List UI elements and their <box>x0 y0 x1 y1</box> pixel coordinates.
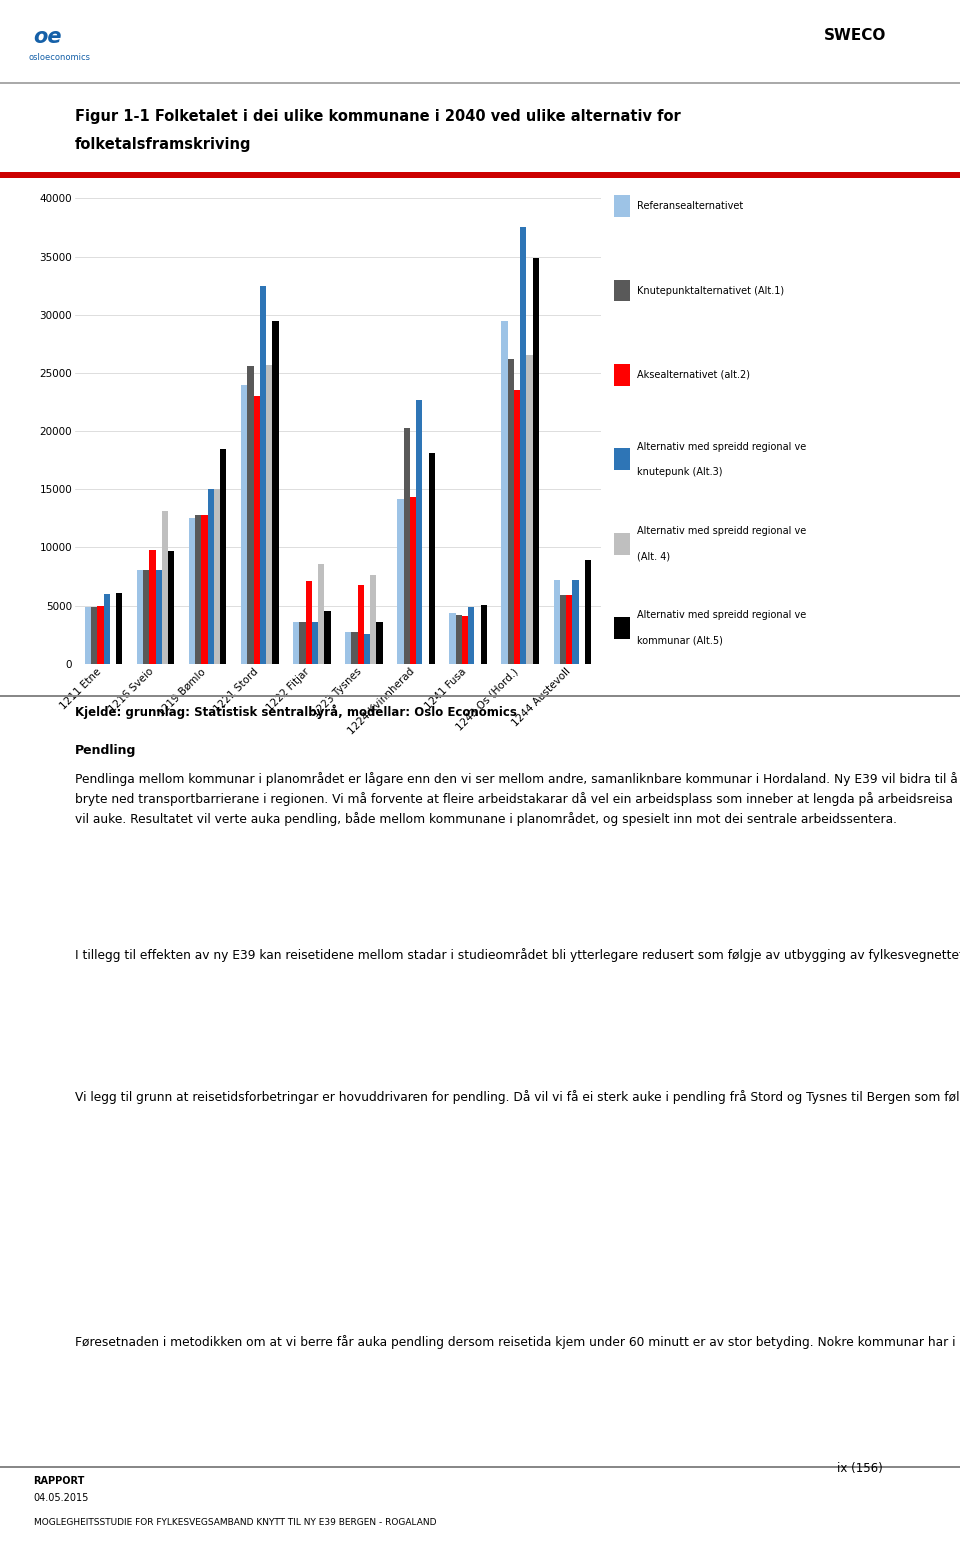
Text: Pendlinga mellom kommunar i planområdet er lågare enn den vi ser mellom andre, s: Pendlinga mellom kommunar i planområdet … <box>75 772 958 826</box>
Bar <box>168 551 175 664</box>
Bar <box>312 622 318 664</box>
Text: ix (156): ix (156) <box>837 1462 883 1475</box>
Bar <box>248 366 253 664</box>
Bar <box>143 570 150 664</box>
Bar <box>162 511 168 664</box>
Text: osloeconomics: osloeconomics <box>29 53 91 62</box>
Bar <box>533 258 539 664</box>
Bar <box>514 390 520 664</box>
Text: (Alt. 4): (Alt. 4) <box>637 551 671 561</box>
Bar <box>376 622 383 664</box>
Text: Aksealternativet (alt.2): Aksealternativet (alt.2) <box>637 370 751 380</box>
Bar <box>364 634 371 664</box>
Bar <box>241 384 248 664</box>
Text: RAPPORT: RAPPORT <box>34 1476 85 1485</box>
Bar <box>566 595 572 664</box>
Bar <box>520 228 526 664</box>
Bar <box>300 622 305 664</box>
Bar <box>202 515 207 664</box>
Bar <box>468 606 474 664</box>
Bar <box>428 453 435 664</box>
Bar <box>501 320 508 664</box>
Bar <box>449 612 456 664</box>
Bar <box>104 594 109 664</box>
Bar <box>554 580 560 664</box>
Bar <box>508 359 514 664</box>
Bar <box>358 584 364 664</box>
Bar <box>462 615 468 664</box>
Bar <box>416 400 422 664</box>
Bar <box>526 356 533 664</box>
Text: MOGLEGHEITSSTUDIE FOR FYLKESVEGSAMBAND KNYTT TIL NY E39 BERGEN - ROGALAND: MOGLEGHEITSSTUDIE FOR FYLKESVEGSAMBAND K… <box>34 1518 436 1528</box>
Bar <box>346 633 351 664</box>
Bar <box>324 611 330 664</box>
Text: SWECO: SWECO <box>824 28 886 44</box>
Bar <box>318 564 324 664</box>
Bar <box>116 594 122 664</box>
Text: I tillegg til effekten av ny E39 kan reisetidene mellom stadar i studieområdet b: I tillegg til effekten av ny E39 kan rei… <box>75 948 960 962</box>
Bar <box>207 489 214 664</box>
Text: Pendling: Pendling <box>75 744 136 756</box>
Bar <box>293 622 300 664</box>
Bar <box>305 581 312 664</box>
Bar <box>137 570 143 664</box>
Bar <box>266 366 273 664</box>
Bar <box>410 497 416 664</box>
Text: 04.05.2015: 04.05.2015 <box>34 1493 89 1503</box>
Bar <box>273 320 278 664</box>
Text: Føresetnaden i metodikken om at vi berre får auka pendling dersom reisetida kjem: Føresetnaden i metodikken om at vi berre… <box>75 1336 960 1350</box>
Bar <box>84 606 91 664</box>
Bar <box>371 575 376 664</box>
Text: Alternativ med spreidd regional ve: Alternativ med spreidd regional ve <box>637 526 806 536</box>
Bar <box>156 570 162 664</box>
Bar <box>351 633 358 664</box>
Text: Kjelde: grunnlag: Statistisk sentralbyrå, modellar: Oslo Economics: Kjelde: grunnlag: Statistisk sentralbyrå… <box>75 704 516 719</box>
Bar <box>560 595 566 664</box>
Bar <box>481 604 487 664</box>
Bar <box>253 397 260 664</box>
Bar <box>403 428 410 664</box>
Text: Alternativ med spreidd regional ve: Alternativ med spreidd regional ve <box>637 442 806 451</box>
Bar <box>97 606 104 664</box>
Bar <box>189 519 195 664</box>
Text: Alternativ med spreidd regional ve: Alternativ med spreidd regional ve <box>637 611 806 620</box>
Bar <box>456 615 462 664</box>
Bar <box>220 448 227 664</box>
Bar <box>91 606 97 664</box>
Bar <box>572 580 579 664</box>
Text: folketalsframskriving: folketalsframskriving <box>75 137 252 153</box>
Bar <box>214 489 220 664</box>
Bar <box>150 550 156 664</box>
Text: Knutepunktalternativet (Alt.1): Knutepunktalternativet (Alt.1) <box>637 286 784 295</box>
Bar <box>397 498 403 664</box>
Text: knutepunk (Alt.3): knutepunk (Alt.3) <box>637 467 723 476</box>
Text: Figur 1-1 Folketalet i dei ulike kommunane i 2040 ved ulike alternativ for: Figur 1-1 Folketalet i dei ulike kommuna… <box>75 109 681 125</box>
Text: Referansealternativet: Referansealternativet <box>637 201 744 211</box>
Bar <box>585 561 591 664</box>
Bar <box>195 515 202 664</box>
Text: kommunar (Alt.5): kommunar (Alt.5) <box>637 636 723 645</box>
Text: Vi legg til grunn at reisetidsforbetringar er hovuddrivaren for pendling. Då vil: Vi legg til grunn at reisetidsforbetring… <box>75 1090 960 1104</box>
Bar <box>260 286 266 664</box>
Text: oe: oe <box>34 27 62 47</box>
